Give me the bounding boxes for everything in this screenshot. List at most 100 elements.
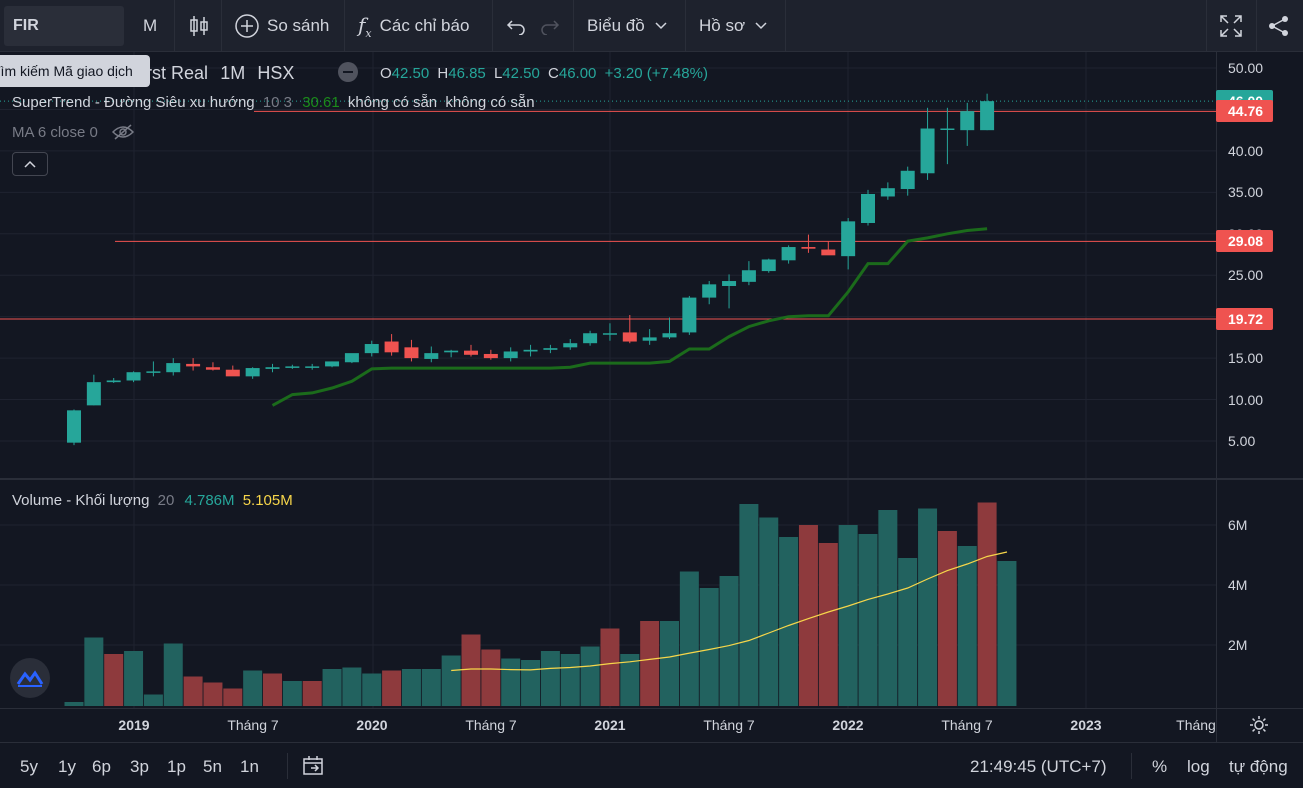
volume-bar <box>302 681 322 706</box>
candle-body <box>146 371 161 373</box>
range-button[interactable]: 1y <box>58 757 76 776</box>
candle-body <box>622 332 637 342</box>
time-axis-label: Tháng 7 <box>703 717 755 733</box>
symbol-search-tooltip: Tìm kiếm Mã giao dịch <box>0 55 150 87</box>
indicators-button[interactable]: fx Các chỉ báo <box>358 0 469 52</box>
candle <box>146 361 161 377</box>
chart-style-button[interactable] <box>188 0 210 52</box>
log-toggle[interactable]: log <box>1187 757 1210 776</box>
profile-menu-label: Hồ sơ <box>699 16 746 35</box>
calendar-goto-icon[interactable] <box>302 755 324 777</box>
volume-legend[interactable]: Volume - Khối lượng 20 4.786M 5.105M <box>12 492 293 509</box>
volume-bar <box>878 510 898 706</box>
price-chart[interactable] <box>0 52 1216 478</box>
candle-body <box>305 366 320 368</box>
volume-bar <box>263 673 282 706</box>
candle <box>821 241 836 256</box>
price-axis-label: 40.00 <box>1228 142 1264 159</box>
hide-series-button[interactable] <box>338 62 358 82</box>
supertrend-params: 10 3 <box>262 94 293 111</box>
volume-axis-label: 6M <box>1228 517 1248 533</box>
range-button[interactable]: 6p <box>92 757 111 776</box>
fullscreen-button[interactable] <box>1220 0 1242 52</box>
clock[interactable]: 21:49:45 (UTC+7) <box>970 757 1107 776</box>
time-axis[interactable]: 2019 Tháng 7 2020 Tháng 7 2021 Tháng 7 2022 Thá… <box>0 708 1303 742</box>
symbol-search-button[interactable]: FIR <box>4 6 124 46</box>
candle-body <box>702 284 717 298</box>
volume-value: 4.786M <box>184 492 235 509</box>
volume-name: Volume - Khối lượng <box>12 492 150 509</box>
volume-bar <box>957 546 977 706</box>
volume-bar <box>838 525 858 706</box>
logo[interactable] <box>10 658 50 698</box>
gear-icon[interactable] <box>1249 715 1269 735</box>
collapse-legend-button[interactable] <box>12 152 48 176</box>
candle-body <box>523 349 538 352</box>
interval-button[interactable]: M <box>143 16 158 35</box>
candle-body <box>344 353 359 363</box>
candle <box>305 363 320 370</box>
volume-bar <box>401 669 421 706</box>
range-button[interactable]: 1n <box>240 757 259 776</box>
candle-body <box>861 193 875 224</box>
candle-body <box>444 350 459 353</box>
candle <box>126 371 141 383</box>
volume-bar <box>203 682 223 706</box>
auto-toggle[interactable]: tự động <box>1229 757 1288 776</box>
price-axis-label: 35.00 <box>1228 184 1264 201</box>
candle <box>285 364 300 369</box>
undo-button[interactable] <box>506 0 526 52</box>
ma-legend[interactable]: MA 6 close 0 <box>12 124 135 141</box>
candle <box>186 358 201 371</box>
range-button[interactable]: 5n <box>203 757 222 776</box>
share-button[interactable] <box>1268 0 1290 52</box>
time-axis-label: Tháng 7 <box>227 717 279 733</box>
bottom-bar: 5y 1y 6p 3p 1p 5n 1n 21:49:45 (UTC+7) % log tự… <box>0 742 1303 788</box>
candle-body <box>781 247 796 261</box>
candle <box>404 339 419 362</box>
supertrend-legend[interactable]: SuperTrend - Đường Siêu xu hướng 10 3 30… <box>12 94 535 111</box>
chevron-down-icon <box>655 22 667 30</box>
volume-bar <box>898 558 918 706</box>
range-button[interactable]: 5y <box>20 757 38 776</box>
volume-axis-label: 2M <box>1228 637 1248 653</box>
price-badge: 19.72 <box>1216 307 1273 330</box>
change-value: +3.20 (+7.48%) <box>604 65 708 82</box>
legend-exchange: HSX <box>257 63 295 83</box>
candle-body <box>205 367 220 370</box>
chart-menu-button[interactable]: Biểu đồ <box>587 0 667 52</box>
price-axis-label: 25.00 <box>1228 267 1264 284</box>
volume-bar <box>679 571 699 706</box>
eye-hidden-icon[interactable] <box>112 124 135 140</box>
volume-bar <box>282 681 302 706</box>
compare-button[interactable]: So sánh <box>234 0 329 52</box>
range-button[interactable]: 3p <box>130 757 149 776</box>
volume-bar <box>818 543 838 706</box>
redo-icon <box>541 20 560 35</box>
candle <box>602 323 617 341</box>
top-toolbar: FIR M So sánh fx Các chỉ báo Biểu đồ Hồ … <box>0 0 1303 52</box>
candle-body <box>801 247 816 249</box>
percent-toggle[interactable]: % <box>1152 757 1168 776</box>
time-axis-label: 2020 <box>356 717 388 733</box>
high-label: H <box>437 65 449 82</box>
volume-chart[interactable] <box>0 480 1216 708</box>
volume-bar <box>779 537 799 706</box>
profile-menu-button[interactable]: Hồ sơ <box>699 0 767 52</box>
range-button[interactable]: 1p <box>167 757 186 776</box>
volume-bar <box>798 525 818 706</box>
volume-bar <box>322 669 342 706</box>
candle <box>205 362 220 371</box>
candle <box>424 346 439 363</box>
close-label: C <box>548 65 559 82</box>
candle-body <box>126 372 141 381</box>
volume-bar <box>362 673 382 706</box>
redo-button[interactable] <box>540 0 560 52</box>
volume-bar <box>620 654 640 706</box>
candle <box>642 329 657 345</box>
high-value: 46.85 <box>448 65 486 82</box>
candle <box>464 344 478 357</box>
low-value: 42.50 <box>502 65 540 82</box>
volume-bar <box>759 517 779 706</box>
candle <box>662 317 677 340</box>
